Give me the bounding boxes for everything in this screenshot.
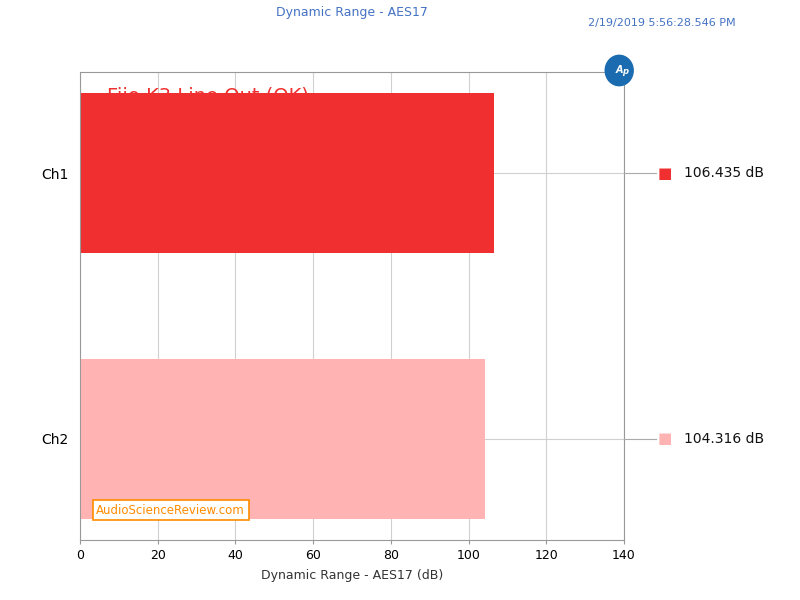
Text: 106.435 dB: 106.435 dB xyxy=(684,166,764,180)
Text: Fiio K3 Line Out (OK): Fiio K3 Line Out (OK) xyxy=(107,86,309,105)
Text: AudioScienceReview.com: AudioScienceReview.com xyxy=(96,503,245,517)
Bar xyxy=(80,93,494,253)
Text: 2/19/2019 5:56:28.546 PM: 2/19/2019 5:56:28.546 PM xyxy=(588,18,736,28)
Bar xyxy=(80,359,486,519)
X-axis label: Dynamic Range - AES17 (dB): Dynamic Range - AES17 (dB) xyxy=(261,569,443,582)
Text: p: p xyxy=(622,67,628,76)
Circle shape xyxy=(606,55,633,86)
Text: ■: ■ xyxy=(658,431,672,446)
Text: A: A xyxy=(615,65,623,75)
Text: 104.316 dB: 104.316 dB xyxy=(684,432,764,446)
Text: ■: ■ xyxy=(658,166,672,181)
Text: Dynamic Range - AES17: Dynamic Range - AES17 xyxy=(276,6,428,19)
